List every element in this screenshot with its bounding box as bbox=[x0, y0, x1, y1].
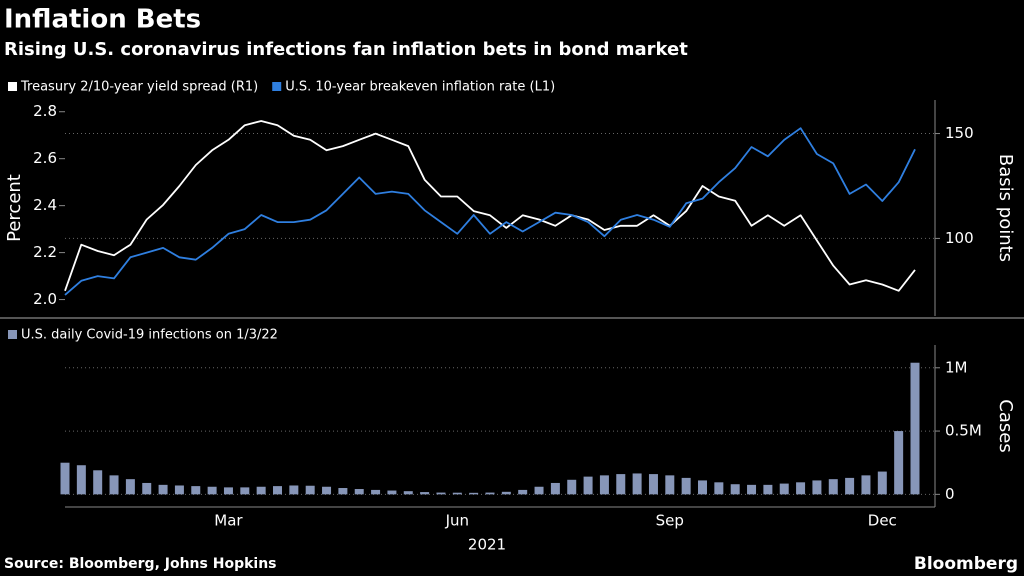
x-tick-label: Sep bbox=[656, 512, 684, 530]
legend-label: Treasury 2/10-year yield spread (R1) bbox=[20, 80, 258, 95]
y-tick-label: 0.5M bbox=[945, 422, 982, 440]
y-tick-label: 2.8 bbox=[33, 102, 57, 120]
subtitle: Rising U.S. coronavirus infections fan i… bbox=[4, 39, 688, 60]
bar bbox=[518, 489, 528, 495]
brand: Bloomberg bbox=[914, 554, 1018, 574]
bar bbox=[207, 486, 217, 495]
bar bbox=[305, 485, 315, 495]
legend-swatch bbox=[272, 82, 282, 91]
bar bbox=[550, 482, 560, 495]
bar bbox=[191, 486, 201, 495]
bar bbox=[223, 487, 233, 495]
bar bbox=[599, 475, 609, 495]
bar bbox=[747, 484, 757, 495]
bar bbox=[273, 486, 282, 495]
bar bbox=[403, 491, 413, 495]
bar bbox=[485, 492, 495, 495]
right-axis-label: Basis points bbox=[995, 154, 1016, 262]
bar bbox=[665, 475, 675, 495]
legend-swatch bbox=[8, 330, 17, 339]
bar bbox=[714, 482, 724, 495]
title: Inflation Bets bbox=[4, 5, 201, 35]
bar bbox=[109, 475, 119, 495]
bar bbox=[861, 475, 871, 495]
x-tick-label: Dec bbox=[868, 512, 897, 530]
bar bbox=[436, 492, 446, 495]
bar bbox=[779, 483, 789, 495]
bar bbox=[501, 491, 511, 495]
bar bbox=[174, 485, 184, 495]
bar bbox=[567, 479, 577, 495]
bar bbox=[289, 485, 299, 495]
x-tick-label: Jun bbox=[445, 512, 469, 530]
bar bbox=[763, 484, 773, 495]
legend-label: U.S. daily Covid-19 infections on 1/3/22 bbox=[21, 328, 278, 343]
bar bbox=[452, 492, 462, 495]
y-tick-label: 1M bbox=[945, 358, 968, 376]
bar bbox=[534, 486, 544, 495]
source: Source: Bloomberg, Johns Hopkins bbox=[4, 556, 277, 572]
y2-tick-label: 100 bbox=[945, 229, 974, 247]
y-tick-label: 2.2 bbox=[33, 243, 57, 261]
legend-label: U.S. 10-year breakeven inflation rate (L… bbox=[285, 80, 555, 95]
bar bbox=[698, 480, 707, 495]
y-axis-label: Percent bbox=[4, 174, 25, 242]
bar bbox=[322, 486, 332, 495]
bar bbox=[828, 479, 838, 495]
y2-tick-label: 150 bbox=[945, 124, 974, 142]
bar bbox=[240, 487, 250, 495]
bar bbox=[469, 492, 479, 495]
bar bbox=[583, 476, 593, 495]
bar bbox=[142, 482, 152, 495]
bar bbox=[420, 492, 430, 495]
y-tick-label: 2.6 bbox=[33, 149, 57, 167]
x-tick-label: Mar bbox=[214, 512, 243, 530]
y-tick-label: 0 bbox=[945, 485, 955, 503]
bar bbox=[338, 488, 348, 495]
bar bbox=[60, 462, 70, 495]
bar bbox=[616, 474, 626, 495]
bar bbox=[632, 473, 642, 495]
bar bbox=[648, 474, 658, 495]
y-tick-label: 2.0 bbox=[33, 290, 57, 308]
bar bbox=[730, 484, 740, 495]
bar bbox=[812, 480, 822, 495]
bar bbox=[894, 431, 904, 495]
bar bbox=[158, 484, 168, 495]
series-line bbox=[64, 127, 916, 296]
y-tick-label: 2.4 bbox=[33, 196, 57, 214]
bar bbox=[354, 489, 364, 495]
series-line bbox=[64, 120, 916, 292]
bar bbox=[910, 362, 920, 495]
legend-swatch bbox=[8, 82, 17, 91]
bar bbox=[76, 465, 86, 495]
bar bbox=[256, 486, 266, 495]
bar bbox=[845, 477, 855, 495]
x-axis-label: 2021 bbox=[468, 536, 506, 554]
bar bbox=[796, 482, 806, 495]
bar bbox=[125, 479, 135, 495]
bar bbox=[93, 470, 103, 495]
bar bbox=[877, 471, 887, 495]
right-axis-label: Cases bbox=[995, 399, 1016, 452]
bar bbox=[387, 490, 397, 495]
bar bbox=[371, 489, 381, 495]
bar bbox=[681, 477, 691, 495]
